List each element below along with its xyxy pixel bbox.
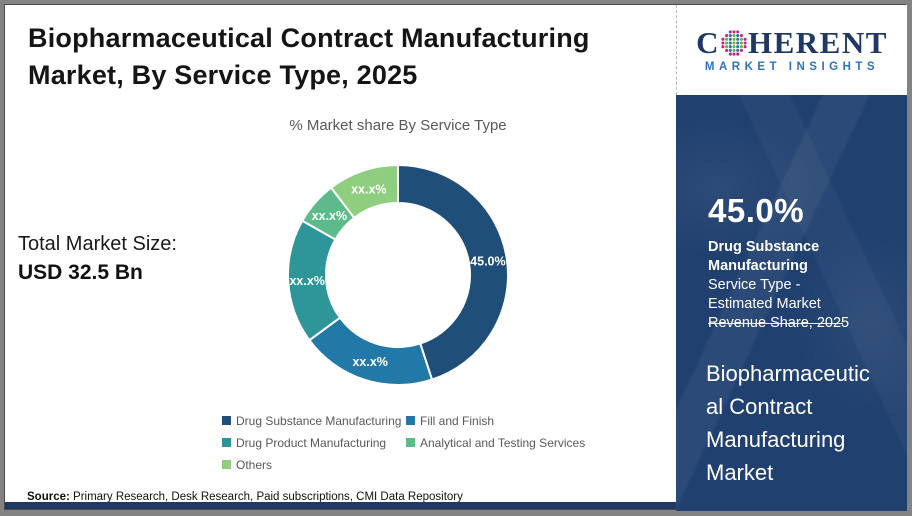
globe-dot [732,41,736,45]
donut-chart: 45.0% xx.x% xx.x% xx.x% xx.x% [268,145,528,405]
donut-chart-svg: 45.0% xx.x% xx.x% xx.x% xx.x% [287,163,510,386]
globe-dot [739,48,743,52]
brand-tagline: MARKET INSIGHTS [704,61,880,73]
slice-label: xx.x% [351,182,386,196]
donut-slice [397,163,510,381]
donut-slice [329,163,399,220]
globe-dot [743,37,747,41]
stat-description-rest: Service Type - Estimated Market Revenue … [708,277,850,331]
legend-label: Drug Substance Manufacturing [236,413,402,428]
globe-dot [739,45,743,49]
source-label: Source: [27,491,70,503]
globe-dot [728,41,732,45]
slice-label: xx.x% [312,209,347,223]
globe-dot [739,34,743,38]
sidebar-body: 45.0% Drug Substance Manufacturing Servi… [676,95,907,511]
legend-label: Fill and Finish [420,413,495,428]
legend-swatch [222,438,231,447]
source-note: Source: Primary Research, Desk Research,… [27,491,463,503]
globe-dot [721,45,725,49]
source-text: Primary Research, Desk Research, Paid su… [69,491,463,503]
globe-dot [725,48,729,52]
globe-dot [732,52,736,56]
globe-dot [732,37,736,41]
globe-dot [736,30,740,34]
sidebar-divider [708,323,843,324]
page-title-line1: Biopharmaceutical Contract Manufacturing [28,23,590,53]
globe-dot [739,41,743,45]
chart-legend: Drug Substance Manufacturing Fill and Fin… [222,413,586,472]
slice-label: xx.x% [289,274,324,288]
globe-dot [721,41,725,45]
stat-description-bold: Drug Substance Manufacturing [708,239,820,274]
globe-dot [725,41,729,45]
dotted-globe-icon [721,30,747,56]
brand-wordmark: C HERENT [696,27,888,59]
legend-label: Others [236,457,273,472]
globe-dot [736,41,740,45]
brand-letter-c: C [696,25,720,60]
legend-item: Others [222,457,406,472]
globe-dot [728,45,732,49]
globe-dot [728,37,732,41]
total-market-label: Total Market Size: [18,233,177,255]
total-market-value: USD 32.5 Bn [18,261,143,284]
globe-dot [732,34,736,38]
legend-item: Analytical and Testing Services [406,435,586,450]
legend-swatch [406,438,415,447]
globe-dot [736,34,740,38]
sidebar: C HERENT MARKET INSIGHTS 45.0% Drug Subs… [676,5,907,511]
slice-label: xx.x% [352,355,387,369]
brand-logo: C HERENT MARKET INSIGHTS [676,5,907,95]
legend-swatch [406,416,415,425]
globe-dot [728,34,732,38]
globe-dot [736,45,740,49]
globe-dot [728,52,732,56]
globe-dot [725,45,729,49]
legend-label: Analytical and Testing Services [420,435,586,450]
legend-label: Drug Product Manufacturing [236,435,387,450]
globe-dot [736,52,740,56]
page-title-line2: Market, By Service Type, 2025 [28,60,418,90]
globe-dot [725,34,729,38]
slice-label: 45.0% [470,254,505,268]
brand-letters-rest: HERENT [747,25,888,60]
market-name: Biopharmaceutical Contract Manufacturing… [706,361,870,485]
globe-dot [732,48,736,52]
stat-description: Drug Substance Manufacturing Service Typ… [708,238,860,333]
legend-item: Drug Product Manufacturing [222,435,406,450]
globe-dot [736,37,740,41]
legend-swatch [222,416,231,425]
legend-item: Fill and Finish [406,413,585,428]
globe-dot [732,45,736,49]
globe-dot [739,37,743,41]
legend-item: Drug Substance Manufacturing [222,413,406,428]
chart-subtitle: % Market share By Service Type [289,117,507,134]
stat-value: 45.0% [708,192,805,229]
globe-dot [743,41,747,45]
globe-dot [732,30,736,34]
globe-dot [728,30,732,34]
globe-dot [736,48,740,52]
total-market-size: Total Market Size: USD 32.5 Bn [18,231,177,287]
legend-swatch [222,460,231,469]
globe-dot [725,37,729,41]
bottom-accent-bar [5,502,905,509]
page-title: Biopharmaceutical Contract Manufacturing… [28,20,648,94]
globe-dot [743,45,747,49]
globe-dot [728,48,732,52]
globe-dot [721,37,725,41]
infographic-content: Biopharmaceutical Contract Manufacturing… [4,4,907,511]
